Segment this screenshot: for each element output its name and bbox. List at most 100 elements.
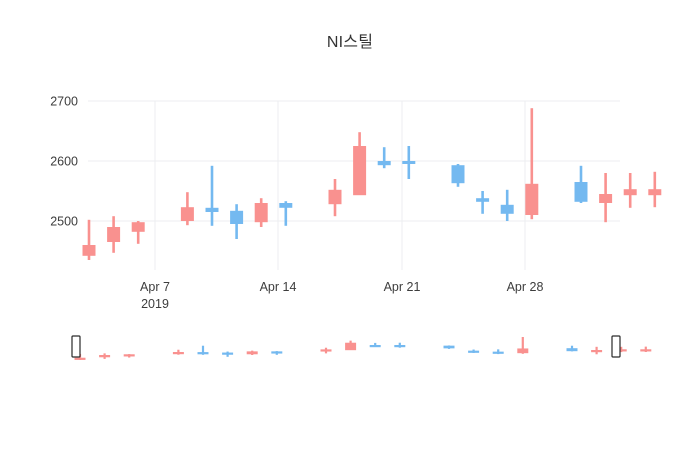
candlestick[interactable] (279, 201, 293, 226)
candle-wick (136, 221, 140, 244)
candle-body (222, 352, 234, 355)
candlestick[interactable] (451, 164, 465, 187)
candle-body (623, 189, 637, 196)
navigator-candle-series (74, 337, 652, 360)
navigator-candlestick[interactable] (271, 351, 283, 355)
x-tick-label: Apr 28 (507, 280, 544, 294)
navigator-candlestick[interactable] (172, 349, 184, 355)
candle-series[interactable] (82, 108, 662, 260)
x-grid-lines (154, 101, 526, 270)
navigator-candlestick[interactable] (443, 345, 455, 349)
candlestick[interactable] (131, 221, 145, 244)
navigator-candlestick[interactable] (517, 337, 529, 354)
chart-title: NI스틸 (326, 34, 374, 51)
candle-body (574, 182, 588, 202)
candlestick[interactable] (82, 219, 96, 260)
candle-body (517, 348, 529, 354)
candle-body (615, 349, 627, 352)
candlestick[interactable] (353, 132, 367, 196)
x-axis-tick-labels: Apr 7 2019 Apr 14 Apr 21 Apr 28 (140, 280, 543, 311)
x-tick-sublabel: 2019 (141, 297, 169, 311)
candle-body (345, 342, 357, 351)
candle-body (443, 345, 455, 349)
navigator-candlestick[interactable] (320, 347, 332, 354)
candle-body (591, 350, 603, 353)
candlestick[interactable] (180, 192, 194, 226)
candle-wick (201, 345, 205, 355)
candle-wick (210, 165, 214, 226)
candlestick[interactable] (500, 189, 514, 221)
candle-body (402, 161, 416, 164)
candle-body (246, 351, 258, 355)
range-end-handle[interactable] (611, 335, 621, 358)
candlestick[interactable] (599, 173, 613, 223)
x-tick-label: Apr 14 (260, 280, 297, 294)
candle-body (123, 354, 135, 357)
candle-body (271, 351, 283, 354)
candle-wick (521, 337, 524, 354)
y-tick-label: 2700 (50, 95, 78, 109)
y-tick-label: 2600 (50, 155, 78, 169)
navigator-candlestick[interactable] (246, 350, 258, 355)
candle-body (279, 203, 293, 208)
navigator-candlestick[interactable] (369, 342, 381, 348)
candlestick[interactable] (328, 179, 342, 217)
candle-wick (530, 108, 534, 220)
candle-body (74, 357, 86, 360)
candle-body (492, 351, 504, 354)
candle-body (172, 352, 184, 355)
candle-body (107, 227, 121, 242)
range-navigator[interactable] (71, 335, 652, 360)
candle-wick (382, 147, 386, 169)
candle-wick (87, 219, 91, 260)
navigator-candlestick[interactable] (222, 351, 234, 357)
candlestick[interactable] (648, 171, 662, 208)
navigator-candlestick[interactable] (615, 346, 627, 353)
candle-wick (284, 201, 288, 226)
range-start-handle[interactable] (71, 335, 81, 358)
candlestick[interactable] (476, 191, 490, 214)
candle-body (180, 207, 194, 221)
candle-body (394, 345, 406, 348)
x-tick-label: Apr 7 (140, 280, 170, 294)
candle-body (328, 189, 342, 205)
navigator-candlestick[interactable] (468, 349, 480, 353)
candle-body (197, 352, 209, 355)
candle-body (369, 345, 381, 348)
candle-body (451, 165, 465, 184)
navigator-candlestick[interactable] (99, 353, 111, 359)
candlestick[interactable] (107, 216, 121, 253)
navigator-candlestick[interactable] (492, 349, 504, 355)
candlestick[interactable] (377, 147, 391, 169)
navigator-candlestick[interactable] (197, 345, 209, 355)
candlestick[interactable] (254, 198, 268, 227)
navigator-candlestick[interactable] (640, 346, 652, 352)
candle-body (377, 161, 391, 166)
candle-body (468, 350, 480, 353)
candlestick[interactable] (205, 165, 219, 226)
candle-wick (481, 191, 484, 214)
navigator-candlestick[interactable] (591, 346, 603, 355)
candlestick[interactable] (230, 204, 244, 239)
candle-body (525, 183, 539, 215)
candle-body (353, 146, 367, 196)
candle-wick (374, 342, 377, 347)
x-tick-label: Apr 21 (384, 280, 421, 294)
candle-body (205, 207, 219, 212)
candle-body (254, 203, 268, 223)
navigator-candlestick[interactable] (345, 340, 357, 351)
navigator-candlestick[interactable] (394, 342, 406, 348)
candle-body (648, 189, 662, 196)
candlestick[interactable] (402, 146, 416, 179)
candle-body (82, 245, 96, 256)
navigator-candlestick[interactable] (123, 354, 135, 358)
candle-body (640, 349, 652, 352)
candlestick[interactable] (525, 108, 539, 220)
candle-body (230, 210, 244, 224)
candlestick[interactable] (574, 165, 588, 203)
candle-body (320, 349, 332, 352)
candlestick[interactable] (623, 173, 637, 208)
navigator-candlestick[interactable] (566, 345, 578, 352)
